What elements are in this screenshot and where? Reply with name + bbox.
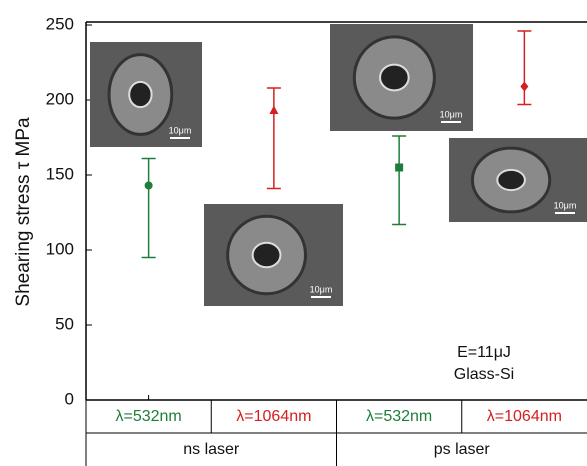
marker [395,164,403,172]
inset-feature [497,170,525,190]
y-tick-label: 50 [55,314,74,333]
group-label: ps laser [434,441,491,458]
annotation: Glass-Si [454,366,514,383]
y-tick-label: 0 [65,389,74,408]
inset-feature [129,82,151,107]
chart: Shearing stress τ MPa E=11μJ Glass-Si 0 5… [0,0,587,466]
marker [520,82,528,92]
annotation: E=11μJ [457,344,511,361]
y-tick-label: 150 [46,164,74,183]
marker [145,182,153,190]
x-tick-label: λ=532nm [366,408,432,425]
inset-scale-label: 10μm [554,200,577,210]
group-label: ns laser [183,441,240,458]
x-tick-label: λ=532nm [115,408,181,425]
y-tick-label: 250 [46,14,74,33]
y-axis-label: Shearing stress τ MPa [13,117,34,307]
marker [269,106,278,115]
x-tick-label: λ=1064nm [487,408,562,425]
inset-scale-label: 10μm [169,125,192,135]
inset-feature [380,65,409,91]
inset-scale-label: 10μm [310,284,333,294]
y-tick-label: 200 [46,89,74,108]
x-tick-label: λ=1064nm [236,408,311,425]
y-tick-label: 100 [46,239,74,258]
inset-feature [253,243,281,267]
inset-scale-label: 10μm [440,109,463,119]
